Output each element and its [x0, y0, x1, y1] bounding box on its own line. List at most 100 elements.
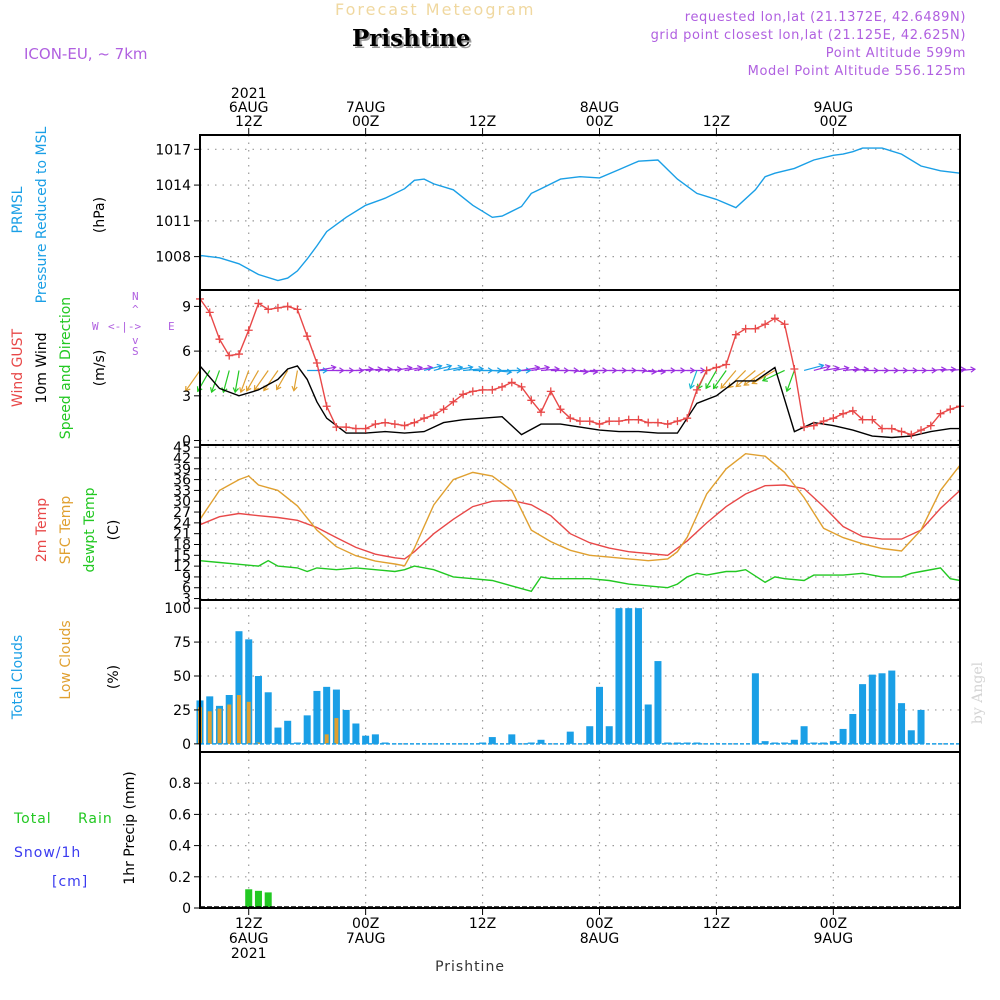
temp-ytick-label: 12: [173, 559, 191, 575]
wind-gust-line-marker: [527, 396, 536, 405]
cloud-total-bar: [586, 726, 594, 744]
wind-arrow-shaft: [743, 369, 766, 386]
wind-gust-line-marker: [809, 421, 818, 430]
clouds-ytick-label: 75: [173, 635, 191, 651]
wind-gust-line-marker: [741, 324, 750, 333]
cloud-total-bar: [488, 737, 496, 744]
wind-arrow: [803, 363, 825, 372]
cloud-total-bar: [381, 742, 389, 744]
wind-gust-line-marker: [926, 421, 935, 430]
pressure-ytick-label: 1008: [155, 250, 191, 266]
wind-arrow-shaft: [720, 370, 737, 389]
wind-gust-line-marker: [692, 385, 701, 394]
frame-layer: [194, 128, 961, 915]
wind-gust-line-marker: [488, 385, 497, 394]
wind-arrow-head: [688, 383, 695, 390]
wind-gust-line-marker: [819, 417, 828, 426]
wind-gust-line-marker: [868, 415, 877, 424]
compass-w: W: [92, 320, 99, 333]
pressure-frame: [199, 134, 961, 291]
precip-rain-bar: [264, 892, 272, 908]
wind-gust-line-marker: [917, 426, 926, 435]
wind-arrow-head: [651, 368, 658, 375]
cloud-total-bar: [342, 709, 350, 744]
footer-location: Prishtine: [435, 959, 505, 975]
wind-arrow-shaft: [453, 366, 473, 372]
wind-arrow-head: [525, 367, 532, 374]
cloud-total-bar: [566, 731, 574, 744]
cloud-total-bar: [849, 714, 857, 744]
wind-arrow: [959, 366, 977, 373]
cloud-total-bar: [898, 703, 906, 744]
temp-ytick-label: 27: [173, 505, 191, 521]
wind-arrow-head: [387, 366, 393, 373]
wind-gust-line-marker: [907, 430, 916, 439]
wind-arrow-head: [960, 366, 967, 373]
wind-arrow-head: [446, 363, 453, 370]
wind-gust-line-marker: [566, 414, 575, 423]
wind-gust-line-marker: [936, 409, 945, 418]
wind-arrow-head: [853, 366, 860, 373]
wind-gust-line-marker: [283, 302, 292, 311]
wind-arrow-head: [641, 367, 648, 374]
wind-gust-line-marker: [234, 350, 243, 359]
wind-gust-line-marker: [459, 390, 468, 399]
wind-arrow-shaft: [959, 368, 975, 372]
wind-arrow: [950, 366, 967, 373]
wind-arrow: [253, 370, 269, 392]
wind-arrow: [275, 370, 289, 391]
cloud-low-bar: [207, 711, 212, 744]
requested-lonlat: requested lon,lat (21.1372E, 42.6489N): [684, 10, 966, 25]
wind-arrow-head: [253, 385, 260, 392]
wind-arrow-head: [970, 366, 977, 373]
cloud-total-bar: [615, 608, 623, 744]
wind-gust-line-marker: [537, 408, 546, 417]
cloud-total-bar: [888, 670, 896, 744]
model-label: ICON-EU, ~ 7km: [24, 45, 148, 63]
wind-arrow: [221, 370, 230, 394]
wind-gust-line-marker: [312, 359, 321, 368]
wind-arrow-shaft: [355, 368, 373, 372]
location-title: Prishtine: [352, 25, 471, 52]
wind-arrow-shaft: [276, 370, 289, 390]
wind-gust-line-marker: [381, 418, 390, 427]
wind-arrow-head: [818, 363, 825, 370]
wind-gust-line-marker: [478, 385, 487, 394]
wind-gust-line-marker: [722, 360, 731, 369]
wind-arrow-head: [436, 363, 443, 370]
wind-arrow-head: [245, 385, 252, 392]
top-time-label: 00Z: [586, 114, 613, 130]
product-title: Forecast Meteogram: [335, 0, 536, 19]
cloud-total-bar: [284, 720, 292, 744]
wind-arrow-shaft: [735, 370, 756, 388]
temp-ytick-label: 6: [182, 581, 191, 597]
cloud-total-bar: [907, 730, 915, 744]
wind-arrow-shaft: [540, 368, 560, 372]
wind-gust-line-marker: [624, 415, 633, 424]
wind-gust-line-marker: [878, 424, 887, 433]
clouds-ytick-label: 0: [182, 737, 191, 753]
top-time-label: 00Z: [820, 114, 847, 130]
wind-gust-line-marker: [225, 351, 234, 360]
precip-label-total: Total: [14, 811, 52, 827]
wind-ytick-label: 3: [182, 389, 191, 405]
wind-arrow-head: [582, 368, 589, 375]
cloud-total-bar: [371, 734, 379, 744]
wind-arrow-shaft: [423, 365, 442, 372]
wind-arrow-shaft: [433, 365, 452, 372]
wind-arrow-shaft: [246, 370, 259, 392]
wind-arrow-head: [358, 367, 365, 374]
wind-arrow-head: [940, 366, 947, 373]
data-layer: [185, 147, 977, 908]
bottom-time-label: 00Z: [820, 916, 847, 932]
cloud-total-bar: [274, 727, 282, 744]
wind-arrow-head: [824, 364, 831, 371]
wind-arrow: [245, 370, 259, 392]
wind-arrow-shaft: [240, 370, 250, 393]
top-time-label: 6AUG: [229, 100, 269, 116]
wind-arrow-shaft: [316, 366, 336, 372]
wind-arrow-shaft: [852, 368, 869, 372]
bottom-time-label: 12Z: [469, 916, 496, 932]
wind-arrow-shaft: [570, 369, 588, 373]
wind-gust-line-marker: [342, 423, 351, 432]
